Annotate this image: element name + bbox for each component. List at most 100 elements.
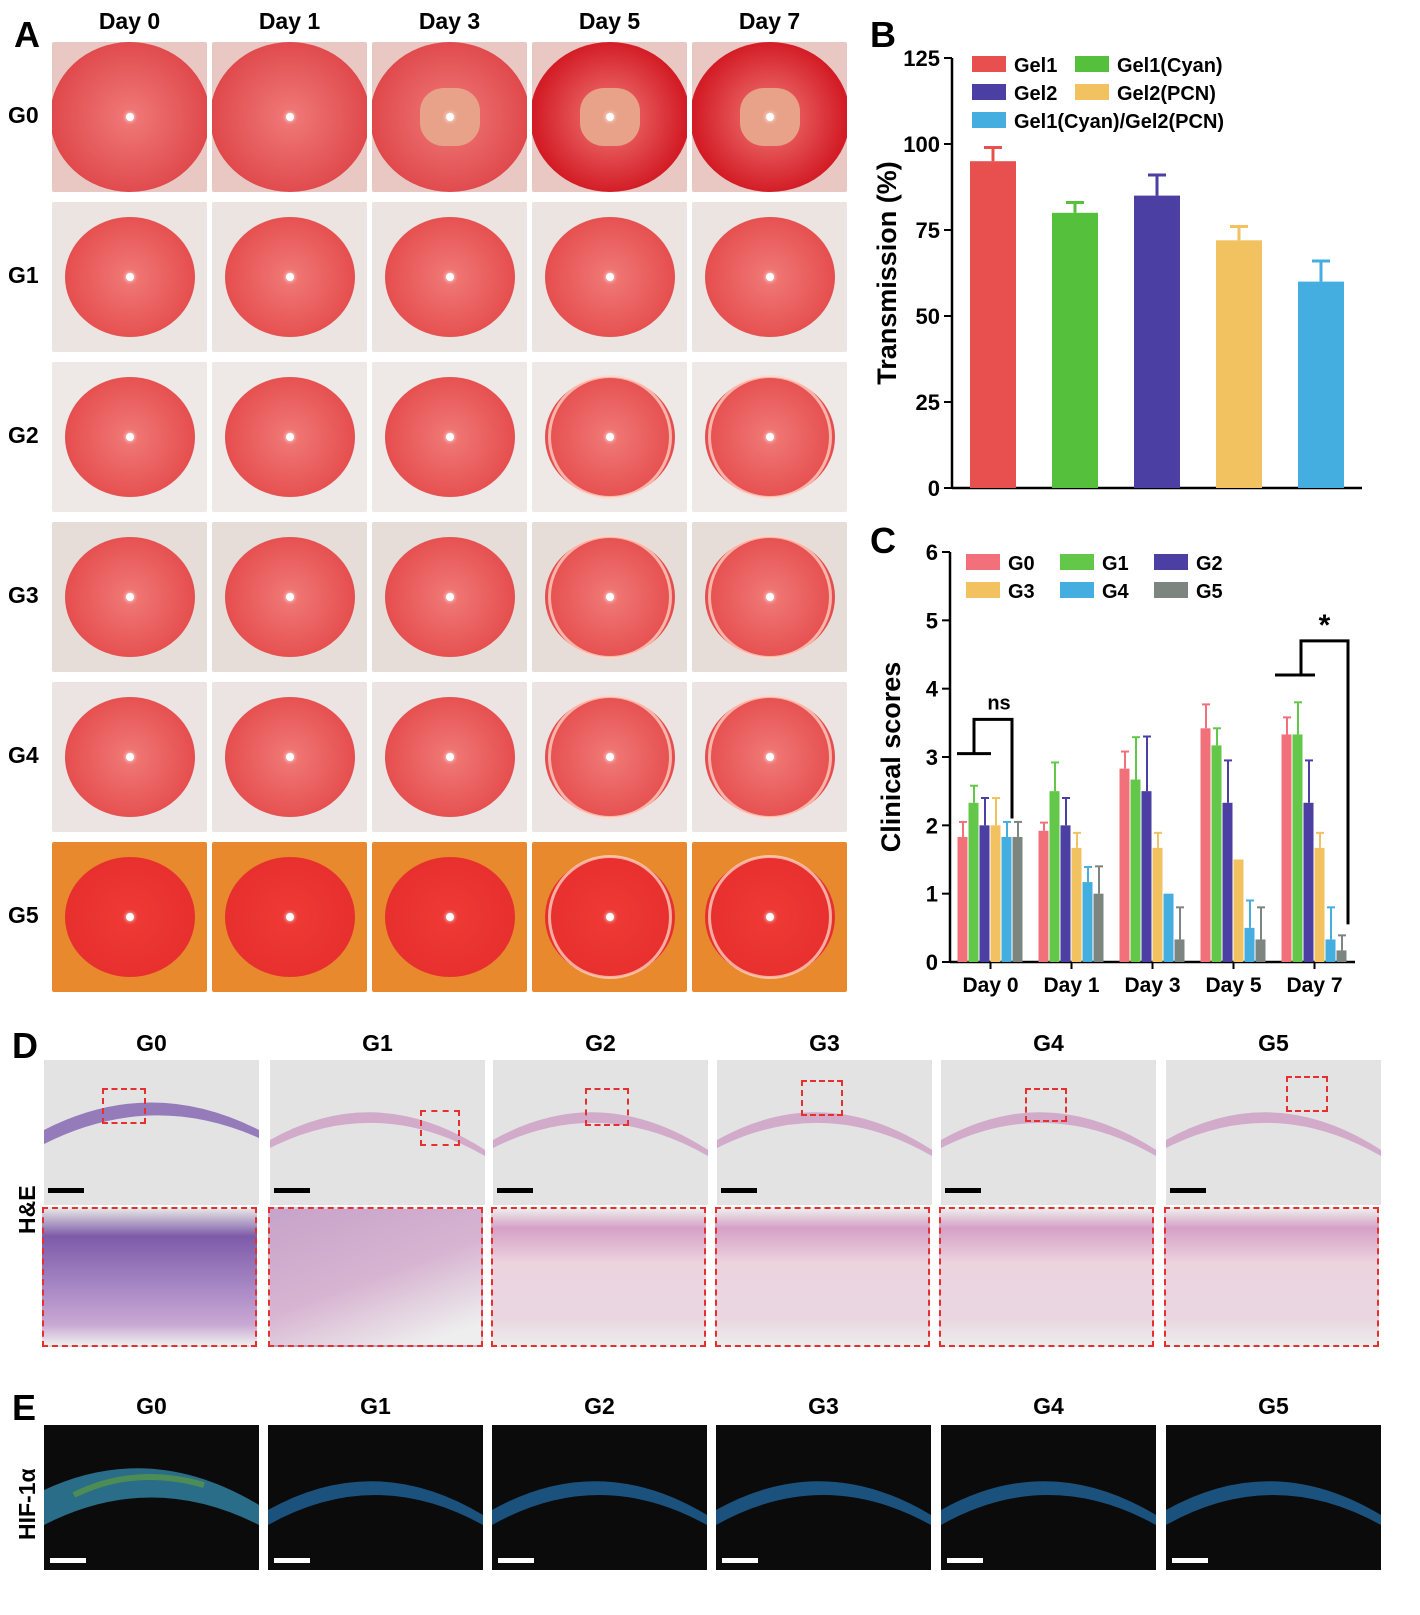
eye-photo xyxy=(692,842,847,992)
scale-bar xyxy=(947,1558,983,1563)
scale-bar xyxy=(274,1558,310,1563)
y-tick-label: 100 xyxy=(903,132,940,157)
x-tick-label: Day 3 xyxy=(1124,974,1180,997)
ns-bracket xyxy=(957,717,1014,819)
he-zoom-image xyxy=(268,1207,483,1347)
eye-photo xyxy=(212,42,367,192)
bar-G4 xyxy=(1163,893,1174,962)
bar-Gel2 xyxy=(1134,195,1180,488)
group-row-label: G0 xyxy=(8,102,39,128)
legend-label: Gel2(PCN) xyxy=(1117,83,1216,105)
bar-G0 xyxy=(1200,728,1211,962)
eye-photo xyxy=(372,682,527,832)
legend-label: Gel1(Cyan)/Gel2(PCN) xyxy=(1014,111,1224,133)
cornea-section-shape xyxy=(1166,1112,1381,1156)
he-overview-image xyxy=(493,1060,708,1205)
hif-group-header: G0 xyxy=(136,1393,167,1419)
eye-photo xyxy=(212,362,367,512)
eye-photo xyxy=(212,522,367,672)
eye-photo xyxy=(52,682,207,832)
vessel-ring xyxy=(707,855,832,979)
zoom-region-box xyxy=(1025,1088,1067,1122)
light-reflex xyxy=(125,433,134,441)
bar-Gel2(PCN) xyxy=(1216,240,1262,488)
stained-section-shape xyxy=(268,1481,483,1525)
light-reflex xyxy=(125,593,134,601)
bar-G1 xyxy=(968,802,979,962)
eye-photo xyxy=(692,42,847,192)
eye-photo xyxy=(212,682,367,832)
light-reflex xyxy=(445,113,454,121)
y-tick-label: 0 xyxy=(928,476,940,501)
he-group-header: G2 xyxy=(585,1030,616,1056)
bar-G4 xyxy=(1244,927,1255,962)
bar-G5 xyxy=(1093,893,1104,962)
y-tick-label: 25 xyxy=(916,390,940,415)
hif1a-marker-label: HIF-1α xyxy=(14,1468,40,1540)
scale-bar xyxy=(497,1188,533,1193)
hif-group-header: G4 xyxy=(1033,1393,1064,1419)
light-reflex xyxy=(285,593,294,601)
legend-label: G1 xyxy=(1102,553,1129,575)
hif1a-fluorescence-image xyxy=(268,1425,483,1570)
y-tick-label: 5 xyxy=(926,608,938,633)
y-tick-label: 75 xyxy=(916,218,940,243)
bar-G0 xyxy=(957,836,968,962)
stained-section-shape xyxy=(44,1468,259,1525)
light-reflex xyxy=(605,593,614,601)
he-stain-label: H&E xyxy=(14,1185,40,1234)
panel-a-letter: A xyxy=(14,14,40,55)
legend-swatch xyxy=(966,582,1000,598)
zoom-region-box xyxy=(420,1110,460,1146)
eye-photo xyxy=(372,522,527,672)
light-reflex xyxy=(285,113,294,121)
bar-G5 xyxy=(1255,939,1266,962)
eye-photo xyxy=(372,362,527,512)
panel-c-letter: C xyxy=(870,520,896,561)
bar-G5 xyxy=(1012,836,1023,962)
significance-bracket xyxy=(1275,639,1350,925)
hif1a-fluorescence-image xyxy=(716,1425,931,1570)
he-overview-image xyxy=(941,1060,1156,1205)
x-tick-label: Day 0 xyxy=(962,974,1018,997)
light-reflex xyxy=(445,273,454,281)
y-tick-label: 0 xyxy=(926,950,938,975)
legend-swatch xyxy=(1154,582,1188,598)
light-reflex xyxy=(285,433,294,441)
he-zoom-image xyxy=(42,1207,257,1347)
day-column-header: Day 1 xyxy=(258,8,321,34)
light-reflex xyxy=(765,593,774,601)
hif-group-header: G2 xyxy=(584,1393,615,1419)
legend-swatch xyxy=(972,84,1006,100)
bar-G4 xyxy=(1001,836,1012,962)
y-tick-label: 50 xyxy=(916,304,940,329)
y-tick-label: 1 xyxy=(926,882,938,907)
bar-G1 xyxy=(1049,791,1060,962)
scale-bar xyxy=(498,1558,534,1563)
legend-swatch xyxy=(972,112,1006,128)
light-reflex xyxy=(765,113,774,121)
bar-G1 xyxy=(1292,734,1303,962)
eye-photo xyxy=(692,682,847,832)
hif-group-header: G1 xyxy=(360,1393,391,1419)
bar-G1 xyxy=(1130,779,1141,962)
light-reflex xyxy=(605,113,614,121)
bar-G2 xyxy=(1060,825,1071,962)
he-overview-image xyxy=(270,1060,485,1205)
stained-section-shape xyxy=(716,1481,931,1525)
eye-photo xyxy=(372,842,527,992)
legend-label: G3 xyxy=(1008,581,1035,603)
legend-label: Gel1(Cyan) xyxy=(1117,55,1223,77)
y-axis-label: Transmission (%) xyxy=(872,161,902,385)
eye-photo xyxy=(52,362,207,512)
scale-bar xyxy=(721,1188,757,1193)
bar-G2 xyxy=(1303,802,1314,962)
eye-photo xyxy=(532,682,687,832)
zoom-region-box xyxy=(801,1080,843,1116)
panel-d-letter: D xyxy=(12,1025,38,1066)
light-reflex xyxy=(765,433,774,441)
stained-section-shape xyxy=(492,1481,707,1525)
legend-label: Gel2 xyxy=(1014,83,1057,105)
he-group-header: G5 xyxy=(1258,1030,1289,1056)
y-tick-label: 3 xyxy=(926,745,938,770)
